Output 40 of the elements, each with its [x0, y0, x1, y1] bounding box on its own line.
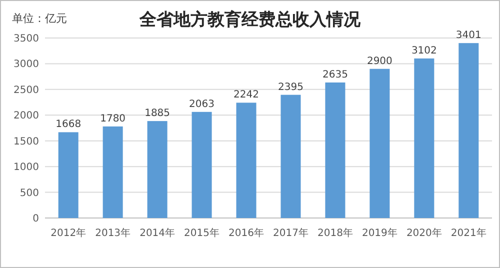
x-tick-label: 2021年	[450, 227, 486, 239]
data-label: 1885	[144, 108, 170, 120]
x-tick-label: 2012年	[50, 227, 86, 239]
data-label: 3102	[411, 45, 437, 56]
bar	[325, 82, 346, 218]
x-tick-label: 2018年	[317, 227, 353, 239]
bar	[192, 112, 212, 218]
x-tick-label: 2014年	[140, 227, 176, 239]
data-label: 2242	[234, 90, 259, 101]
bar	[280, 94, 301, 218]
x-tick-label: 2019年	[362, 227, 398, 239]
data-label: 2063	[189, 98, 215, 110]
y-tick-label: 1000	[14, 162, 39, 174]
bar	[58, 132, 78, 218]
x-tick-label: 2020年	[406, 227, 442, 239]
bar	[414, 58, 434, 218]
bar	[102, 126, 123, 218]
y-tick-label: 3500	[14, 34, 39, 44]
data-label: 1780	[100, 113, 126, 124]
y-tick-label: 1500	[14, 136, 39, 148]
data-label: 3401	[456, 30, 482, 42]
y-tick-label: 2000	[14, 110, 39, 122]
data-label: 1668	[56, 119, 82, 130]
y-tick-label: 3000	[14, 59, 39, 70]
x-tick-label: 2016年	[228, 227, 264, 239]
chart-title: 全省地方教育经费总收入情况	[138, 9, 362, 30]
data-label: 2900	[366, 56, 392, 67]
y-tick-label: 2500	[14, 84, 39, 96]
bar	[370, 68, 390, 218]
x-tick-label: 2015年	[184, 227, 220, 239]
x-tick-label: 2017年	[273, 227, 308, 239]
x-tick-label: 2013年	[95, 227, 131, 239]
bar	[236, 102, 256, 218]
text: 单位：亿元	[12, 12, 67, 25]
y-tick-label: 500	[20, 188, 39, 199]
data-label: 2395	[278, 82, 304, 93]
bar	[458, 43, 479, 218]
data-label: 2635	[322, 69, 348, 80]
y-tick-label: 0	[32, 214, 39, 224]
bar	[147, 121, 168, 218]
